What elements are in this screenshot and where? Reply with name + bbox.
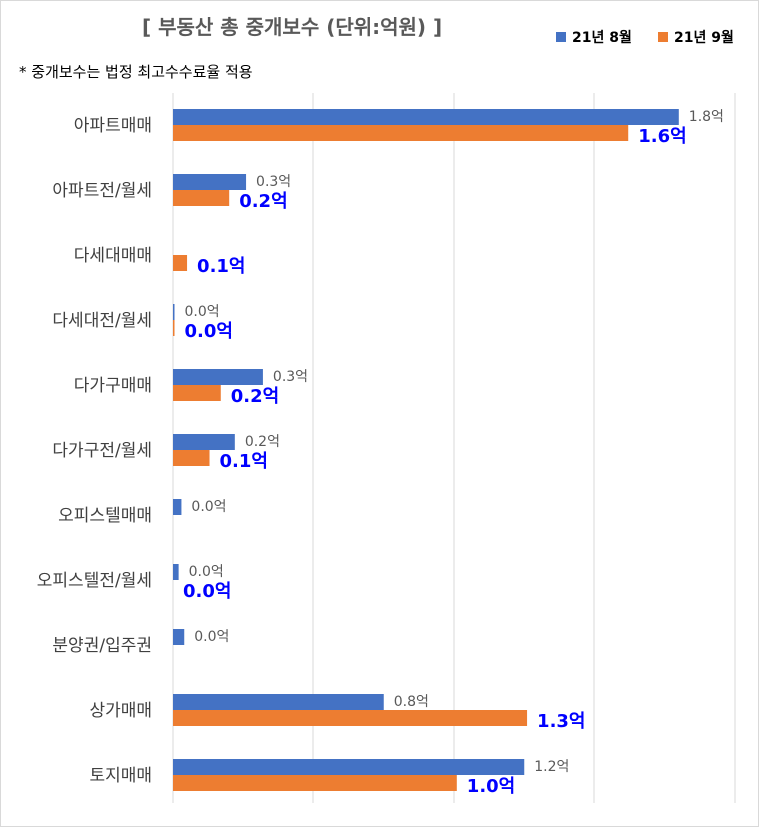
data-label-aug: 0.8억 <box>394 694 429 710</box>
legend-label-aug: 21년 8월 <box>572 30 632 46</box>
data-label-sep: 0.0억 <box>183 581 231 602</box>
bar-aug <box>173 499 182 515</box>
bar-sep <box>173 775 457 791</box>
data-label-sep: 0.1억 <box>197 256 245 277</box>
bar-sep <box>173 190 230 206</box>
bar-sep <box>173 320 175 336</box>
bar-aug <box>173 629 185 645</box>
category-label: 아파트매매 <box>74 116 152 136</box>
bar-aug <box>173 759 525 775</box>
legend-swatch-sep <box>658 32 668 42</box>
bar-sep <box>173 385 221 401</box>
chart-title: [ 부동산 총 중개보수 (단위:억원) ] <box>142 15 443 39</box>
data-label-aug: 0.0억 <box>185 304 220 320</box>
legend-swatch-aug <box>556 32 566 42</box>
bar-sep <box>173 255 188 271</box>
category-label: 상가매매 <box>89 701 152 721</box>
bar-sep <box>173 125 629 141</box>
data-label-sep: 1.3억 <box>537 711 585 732</box>
data-label-sep: 1.0억 <box>467 776 515 797</box>
category-label: 분양권/입주권 <box>52 636 152 656</box>
category-label: 아파트전/월세 <box>52 181 152 201</box>
data-label-aug: 0.2억 <box>245 434 280 450</box>
data-label-sep: 0.2억 <box>231 386 279 407</box>
data-label-sep: 1.6억 <box>638 126 686 147</box>
legend-item-sep: 21년 9월 <box>658 27 734 47</box>
category-label: 오피스텔매매 <box>58 506 152 526</box>
category-label: 다가구전/월세 <box>52 441 152 461</box>
category-label: 토지매매 <box>89 766 152 786</box>
category-label: 다세대매매 <box>74 246 152 266</box>
data-label-aug: 1.2억 <box>534 759 569 775</box>
data-label-aug: 0.0억 <box>191 499 226 515</box>
data-label-aug: 0.0억 <box>189 564 224 580</box>
bar-aug <box>173 369 263 385</box>
category-label: 다가구매매 <box>74 376 152 396</box>
bar-aug <box>173 694 384 710</box>
bar-aug <box>173 304 175 320</box>
bar-sep <box>173 710 528 726</box>
bar-aug <box>173 174 247 190</box>
data-label-sep: 0.0억 <box>185 321 233 342</box>
bar-aug <box>173 564 179 580</box>
data-label-sep: 0.2억 <box>239 191 287 212</box>
bar-sep <box>173 450 210 466</box>
data-label-aug: 1.8억 <box>689 109 724 125</box>
data-label-aug: 0.3억 <box>256 174 291 190</box>
bar-aug <box>173 434 235 450</box>
bar-aug <box>173 109 679 125</box>
legend-label-sep: 21년 9월 <box>674 30 734 46</box>
chart-subtitle: * 중개보수는 법정 최고수수료율 적용 <box>19 63 253 81</box>
data-label-aug: 0.3억 <box>273 369 308 385</box>
data-label-sep: 0.1억 <box>220 451 268 472</box>
category-label: 오피스텔전/월세 <box>37 571 152 591</box>
legend-item-aug: 21년 8월 <box>556 27 632 47</box>
category-label: 다세대전/월세 <box>52 311 152 331</box>
data-label-aug: 0.0억 <box>194 629 229 645</box>
